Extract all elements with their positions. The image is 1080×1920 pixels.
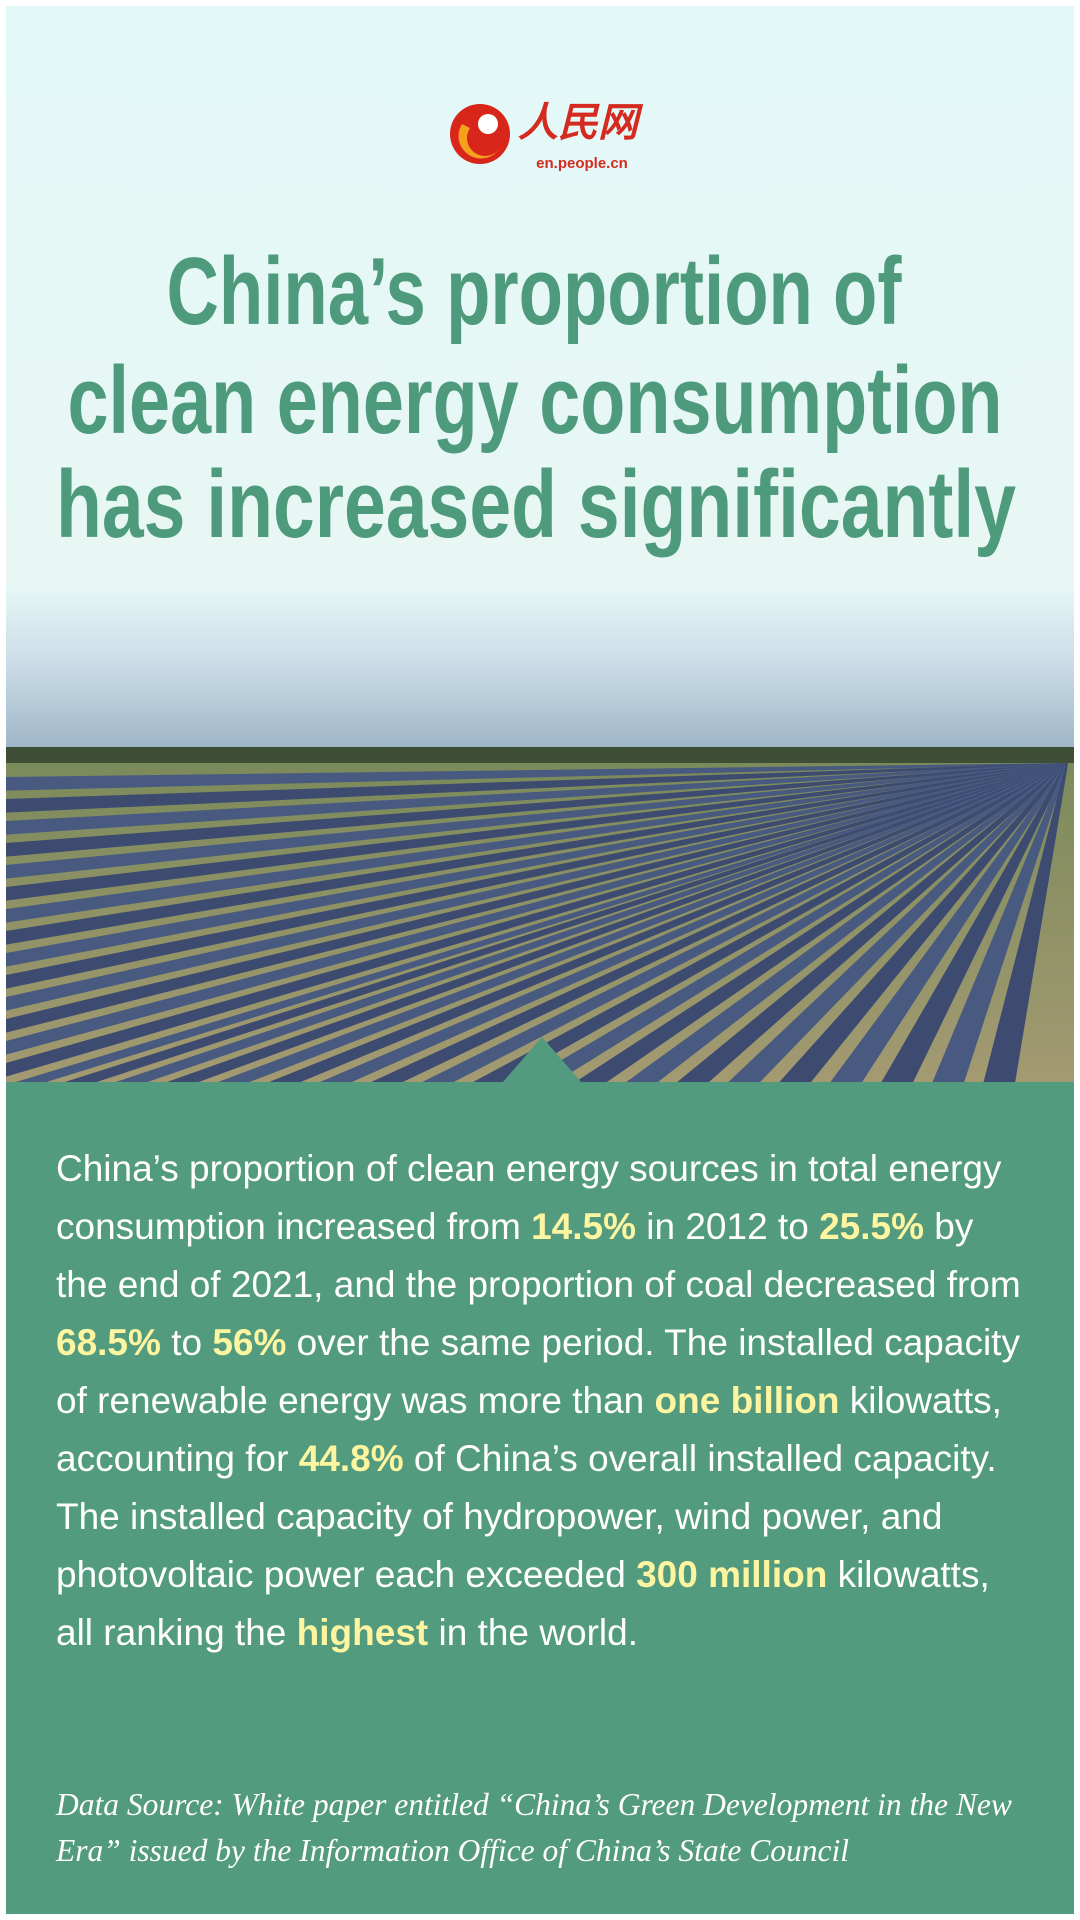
solar-panel-row <box>930 763 1068 1088</box>
solar-panel-row <box>6 763 1068 813</box>
solar-panel-row <box>6 763 1068 1033</box>
solar-panel-row <box>982 763 1068 1088</box>
solar-panel-row <box>98 763 1068 1088</box>
solar-panel-row <box>6 763 1068 967</box>
title-line: clean energy consumption <box>68 347 1003 454</box>
highlight-text: 56% <box>212 1322 287 1363</box>
logo-dot <box>478 114 498 134</box>
panel-field <box>6 763 1068 1088</box>
solar-panel-row <box>6 763 1068 791</box>
horizon <box>6 747 1074 763</box>
body-run: in the world. <box>428 1612 638 1653</box>
solar-panel-row <box>358 763 1068 1088</box>
solar-panel-row <box>6 763 1068 945</box>
body-run: over the same period. The installed capa… <box>56 1322 1020 1421</box>
solar-panel-row <box>306 763 1068 1088</box>
highlight-text: 25.5% <box>819 1206 924 1247</box>
solar-panel-row <box>826 763 1068 1088</box>
solar-panel-row <box>6 763 1068 1077</box>
logo-url: en.people.cn <box>536 155 628 172</box>
solar-panel-row <box>6 763 1068 901</box>
logo: 人民网 en.people.cn <box>450 100 644 172</box>
text-panel: China’s proportion of clean energy sourc… <box>6 1037 1074 1914</box>
body-run: in 2012 to <box>635 1206 820 1247</box>
highlight-text: 14.5% <box>531 1206 636 1247</box>
solar-panel-row <box>6 763 1068 879</box>
body-run: kilowatts, accounting for <box>56 1380 1002 1479</box>
highlight-text: highest <box>296 1612 429 1653</box>
body-run: of China’s overall installed capacity. T… <box>56 1438 997 1595</box>
solar-panel-row <box>462 763 1068 1088</box>
solar-panel-row <box>202 763 1068 1088</box>
solar-panel-row <box>6 763 1068 835</box>
notch <box>502 1037 582 1083</box>
solar-panel-row <box>6 763 1068 923</box>
source: Data Source: White paper entitled “China… <box>56 1787 1012 1868</box>
body-run: by the end of 2021, and the proportion o… <box>56 1206 1021 1305</box>
solar-panel-row <box>774 763 1068 1088</box>
solar-panel-row <box>150 763 1068 1088</box>
highlight-text: one billion <box>654 1380 840 1421</box>
poster: 人民网 en.people.cn China’s proportion of cl… <box>6 6 1074 1914</box>
sky <box>6 587 1074 747</box>
highlight-text: 44.8% <box>298 1438 404 1479</box>
photo <box>6 587 1074 1088</box>
solar-panel-row <box>6 763 1068 1055</box>
solar-panel-row <box>6 763 1068 989</box>
solar-panel-row <box>514 763 1068 1088</box>
solar-panel-row <box>878 763 1068 1088</box>
solar-panel-row <box>566 763 1068 1088</box>
highlight-text: 300 million <box>636 1554 828 1595</box>
solar-panel-row <box>722 763 1068 1088</box>
logo-swirl <box>458 124 500 159</box>
solar-panel-row <box>670 763 1068 1088</box>
solar-panel-row <box>6 763 1068 857</box>
solar-panel-row <box>410 763 1068 1088</box>
highlight-text: 68.5% <box>56 1322 161 1363</box>
solar-panel-row <box>46 763 1068 1088</box>
solar-panel-row <box>6 763 1068 1011</box>
body-run: to <box>160 1322 213 1363</box>
solar-panel-row <box>6 763 1068 1087</box>
header: 人民网 en.people.cn China’s proportion ofcl… <box>56 100 1016 558</box>
title-line: China’s proportion of <box>167 238 903 345</box>
solar-panel-row <box>254 763 1068 1088</box>
body-text: China’s proportion of clean energy sourc… <box>56 1140 1031 1662</box>
solar-panel-row <box>618 763 1068 1088</box>
title-line: has increased significantly <box>56 451 1016 558</box>
body-run: China’s proportion of clean energy sourc… <box>56 1148 1002 1247</box>
body-run: kilowatts, all ranking the <box>56 1554 990 1653</box>
logo-name: 人民网 <box>518 100 644 146</box>
